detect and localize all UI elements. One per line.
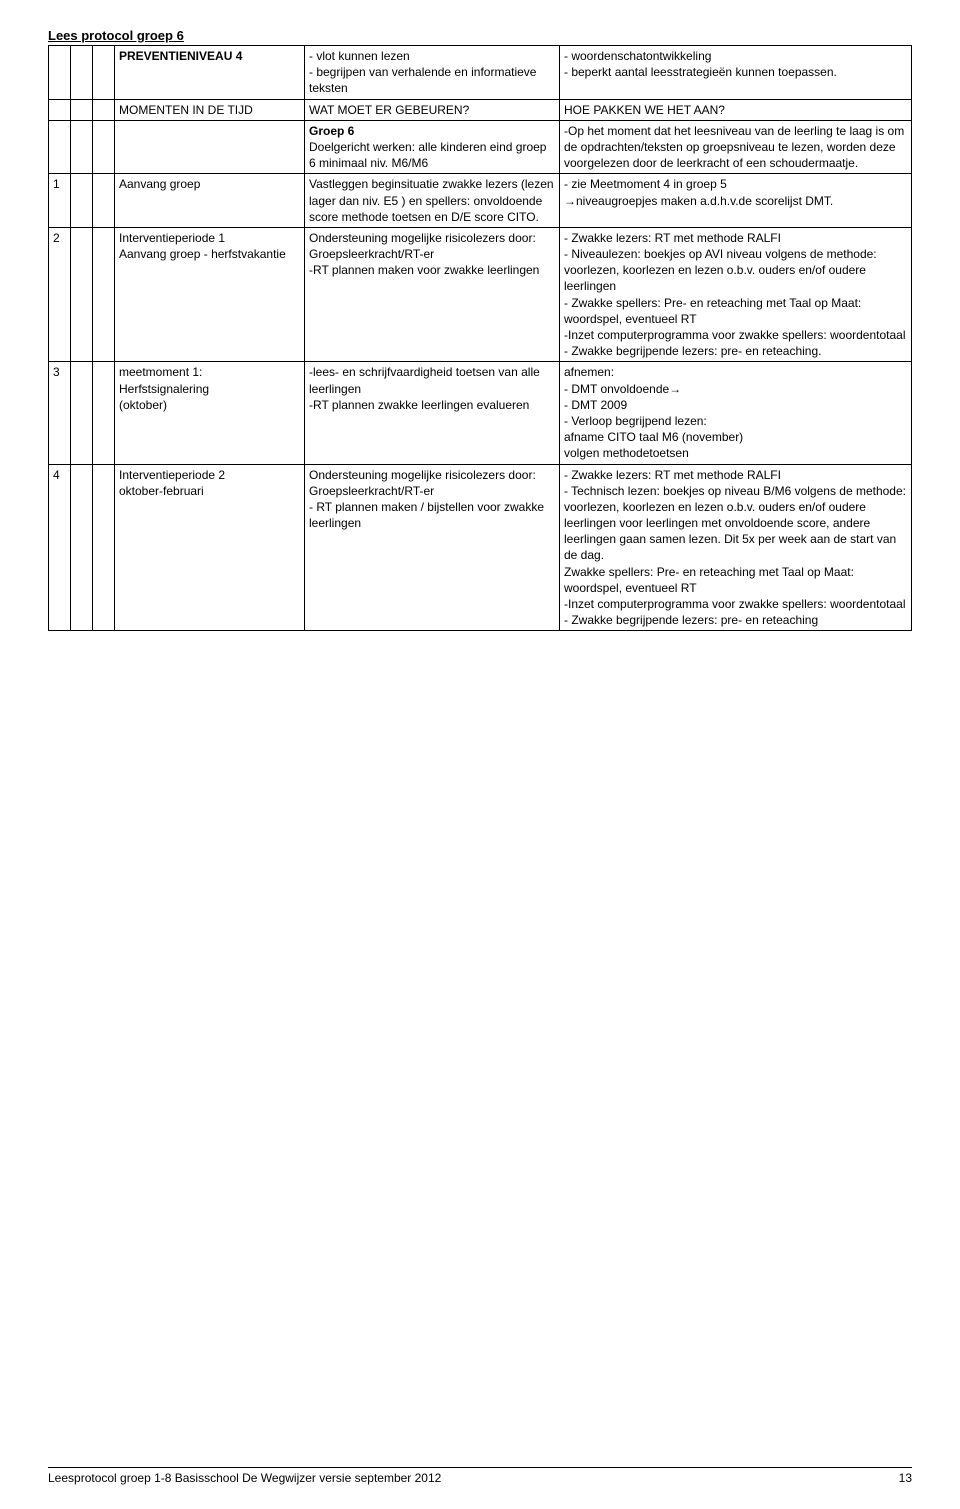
cell-right: afnemen:- DMT onvoldoende→- DMT 2009- Ve… (560, 362, 912, 464)
cell-label: PREVENTIENIVEAU 4 (115, 46, 305, 100)
table-row: 4 Interventieperiode 2oktober-februariOnd… (49, 464, 912, 631)
cell-right: -Op het moment dat het leesniveau van de… (560, 120, 912, 174)
cell-right: - woordenschatontwikkeling- beperkt aant… (560, 46, 912, 100)
cell-label: meetmoment 1:Herfstsignalering(oktober) (115, 362, 305, 464)
cell-num (49, 46, 71, 100)
table-row: MOMENTEN IN DE TIJDWAT MOET ER GEBEUREN?… (49, 99, 912, 120)
cell-sub1 (71, 120, 93, 174)
cell-sub2 (93, 227, 115, 362)
cell-num (49, 120, 71, 174)
cell-mid: Groep 6Doelgericht werken: alle kinderen… (305, 120, 560, 174)
cell-sub1 (71, 99, 93, 120)
footer-text: Leesprotocol groep 1-8 Basisschool De We… (48, 1471, 441, 1485)
cell-num: 1 (49, 174, 71, 228)
cell-right: - zie Meetmoment 4 in groep 5 →niveaugro… (560, 174, 912, 228)
cell-sub2 (93, 464, 115, 631)
page-container: Lees protocol groep 6 PREVENTIENIVEAU 4-… (0, 0, 960, 1509)
cell-sub2 (93, 46, 115, 100)
cell-sub2 (93, 120, 115, 174)
table-row: 1 Aanvang groepVastleggen beginsituatie z… (49, 174, 912, 228)
cell-sub1 (71, 227, 93, 362)
cell-sub1 (71, 46, 93, 100)
cell-num: 3 (49, 362, 71, 464)
cell-sub2 (93, 174, 115, 228)
protocol-table: PREVENTIENIVEAU 4- vlot kunnen lezen- be… (48, 45, 912, 631)
cell-label: Interventieperiode 1Aanvang groep - herf… (115, 227, 305, 362)
table-row: Groep 6Doelgericht werken: alle kinderen… (49, 120, 912, 174)
cell-num: 2 (49, 227, 71, 362)
cell-sub2 (93, 362, 115, 464)
table-row: PREVENTIENIVEAU 4- vlot kunnen lezen- be… (49, 46, 912, 100)
cell-right: - Zwakke lezers: RT met methode RALFI- N… (560, 227, 912, 362)
cell-label: Aanvang groep (115, 174, 305, 228)
table-row: 2 Interventieperiode 1Aanvang groep - her… (49, 227, 912, 362)
cell-mid: Vastleggen beginsituatie zwakke lezers (… (305, 174, 560, 228)
cell-label: Interventieperiode 2oktober-februari (115, 464, 305, 631)
table-row: 3 meetmoment 1:Herfstsignalering(oktober)… (49, 362, 912, 464)
cell-mid: -lees- en schrijfvaardigheid toetsen van… (305, 362, 560, 464)
cell-sub1 (71, 174, 93, 228)
cell-sub1 (71, 464, 93, 631)
cell-mid: WAT MOET ER GEBEUREN? (305, 99, 560, 120)
document-title: Lees protocol groep 6 (48, 28, 912, 43)
cell-label: MOMENTEN IN DE TIJD (115, 99, 305, 120)
cell-mid: - vlot kunnen lezen- begrijpen van verha… (305, 46, 560, 100)
cell-num (49, 99, 71, 120)
cell-sub2 (93, 99, 115, 120)
cell-right: HOE PAKKEN WE HET AAN? (560, 99, 912, 120)
cell-mid: Ondersteuning mogelijke risicolezers doo… (305, 464, 560, 631)
cell-right: - Zwakke lezers: RT met methode RALFI- T… (560, 464, 912, 631)
cell-num: 4 (49, 464, 71, 631)
page-number: 13 (899, 1471, 912, 1485)
cell-sub1 (71, 362, 93, 464)
cell-mid: Ondersteuning mogelijke risicolezers doo… (305, 227, 560, 362)
page-footer: Leesprotocol groep 1-8 Basisschool De We… (48, 1467, 912, 1485)
cell-label (115, 120, 305, 174)
